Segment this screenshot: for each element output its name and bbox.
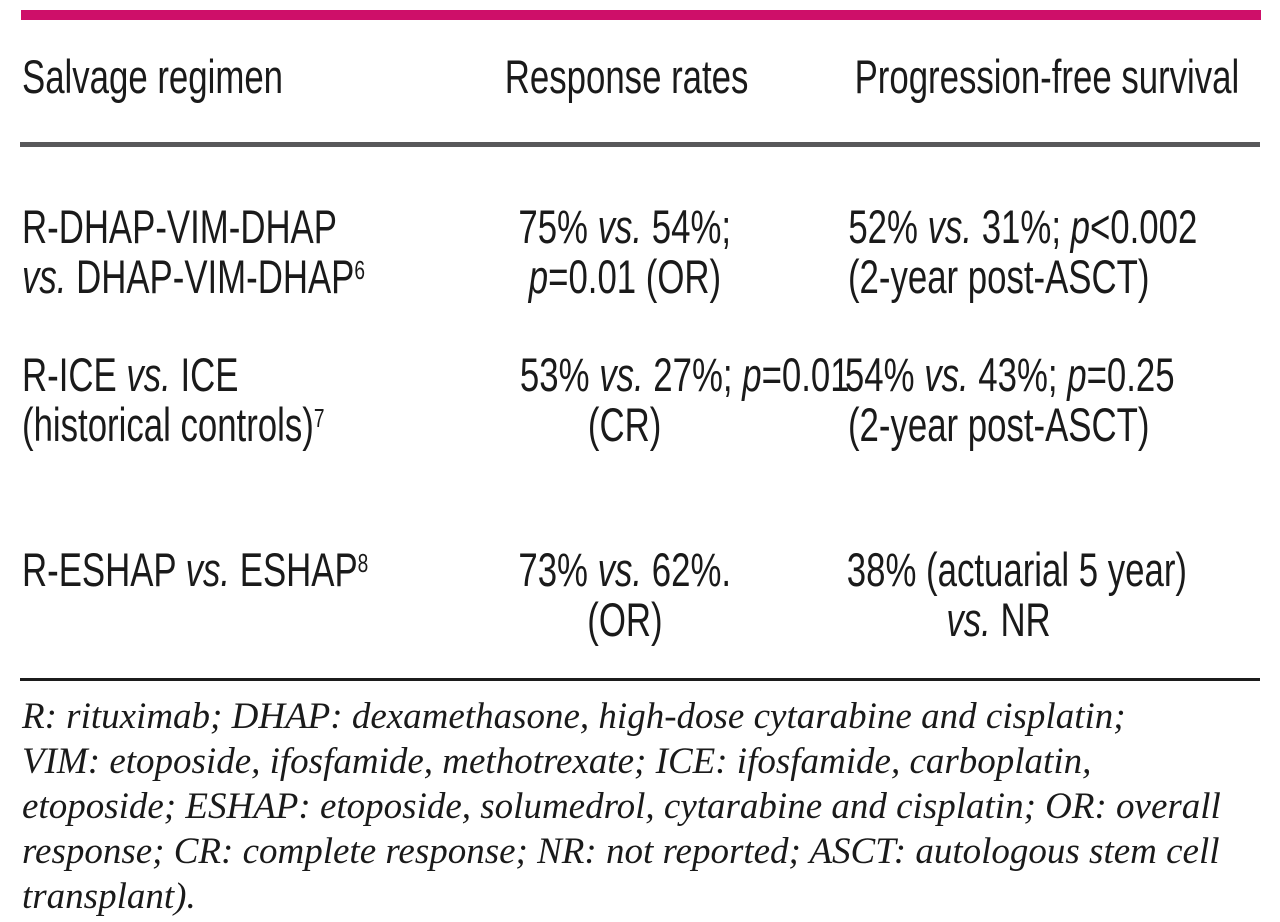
cell-progression-free-survival: 54% vs. 43%; p=0.25 (2-year post-ASCT) bbox=[787, 350, 1210, 458]
table-header-row: Salvage regimen Response rates Progressi… bbox=[22, 52, 1240, 102]
header-line: Progression-free survival bbox=[787, 52, 1240, 102]
footnote: R: rituximab; DHAP: dexamethasone, high-… bbox=[22, 694, 1262, 919]
cell-line: (2-year post-ASCT) bbox=[847, 250, 1150, 303]
cell-line: (2-year post-ASCT) bbox=[847, 398, 1150, 451]
column-header-response-rates: Response rates bbox=[462, 52, 787, 102]
cell-line: (historical controls)7 bbox=[22, 398, 325, 451]
cell-progression-free-survival: 38% (actuarial 5 year) vs. NR bbox=[787, 545, 1210, 645]
cell-line: 53% vs. 27%; p=0.01 bbox=[519, 348, 850, 401]
cell-regimen: R-DHAP-VIM-DHAP vs. DHAP-VIM-DHAP6 bbox=[22, 202, 462, 310]
cell-line: p=0.01 (OR) bbox=[528, 250, 721, 303]
header-line: Response rates bbox=[462, 52, 787, 102]
column-header-label: Progression-free survival bbox=[854, 50, 1240, 103]
footnote-line: VIM: etoposide, ifosfamide, methotrexate… bbox=[22, 741, 1092, 782]
cell-regimen: R-ESHAP vs. ESHAP8 bbox=[22, 545, 462, 645]
header-line: Salvage regimen bbox=[22, 52, 462, 102]
header-divider-rule bbox=[20, 142, 1260, 147]
cell-response-rates: 73% vs. 62%. (OR) bbox=[462, 545, 787, 645]
column-header-progression-free-survival: Progression-free survival bbox=[787, 52, 1240, 102]
table-row-rice: R-ICE vs. ICE (historical controls)7 53% … bbox=[22, 350, 1210, 458]
table-row-reshap: R-ESHAP vs. ESHAP8 73% vs. 62%. (OR) 38% … bbox=[22, 545, 1210, 645]
cell-line: 73% vs. 62%. bbox=[518, 543, 731, 596]
cell-regimen: R-ICE vs. ICE (historical controls)7 bbox=[22, 350, 462, 458]
cell-progression-free-survival: 52% vs. 31%; p<0.002 (2-year post-ASCT) bbox=[787, 202, 1210, 310]
cell-line: (OR) bbox=[586, 593, 663, 646]
cell-line: R-ICE vs. ICE bbox=[22, 348, 239, 401]
cell-line: 75% vs. 54%; bbox=[518, 200, 731, 253]
column-header-label: Response rates bbox=[504, 50, 749, 103]
cell-line: vs. DHAP-VIM-DHAP6 bbox=[22, 250, 366, 303]
cell-line: (CR) bbox=[587, 398, 662, 451]
footnote-line: transplant). bbox=[22, 876, 196, 917]
cell-response-rates: 75% vs. 54%; p=0.01 (OR) bbox=[462, 202, 787, 310]
footnote-line: R: rituximab; DHAP: dexamethasone, high-… bbox=[22, 696, 1126, 737]
column-header-label: Salvage regimen bbox=[22, 50, 284, 103]
cell-line: R-ESHAP vs. ESHAP8 bbox=[22, 543, 369, 596]
cell-line: 52% vs. 31%; p<0.002 bbox=[848, 200, 1198, 253]
footnote-divider-rule bbox=[20, 678, 1260, 681]
cell-line: R-DHAP-VIM-DHAP bbox=[22, 200, 337, 253]
table-row-rdhap: R-DHAP-VIM-DHAP vs. DHAP-VIM-DHAP6 75% vs… bbox=[22, 202, 1210, 310]
cell-line: vs. NR bbox=[946, 593, 1051, 646]
footnote-line: etoposide; ESHAP: etoposide, solumedrol,… bbox=[22, 786, 1221, 827]
cell-line: 38% (actuarial 5 year) bbox=[846, 543, 1187, 596]
accent-top-bar bbox=[21, 10, 1261, 20]
column-header-salvage-regimen: Salvage regimen bbox=[22, 52, 462, 102]
footnote-line: response; CR: complete response; NR: not… bbox=[22, 831, 1220, 872]
cell-line: 54% vs. 43%; p=0.25 bbox=[844, 348, 1175, 401]
cell-response-rates: 53% vs. 27%; p=0.01 (CR) bbox=[462, 348, 850, 458]
